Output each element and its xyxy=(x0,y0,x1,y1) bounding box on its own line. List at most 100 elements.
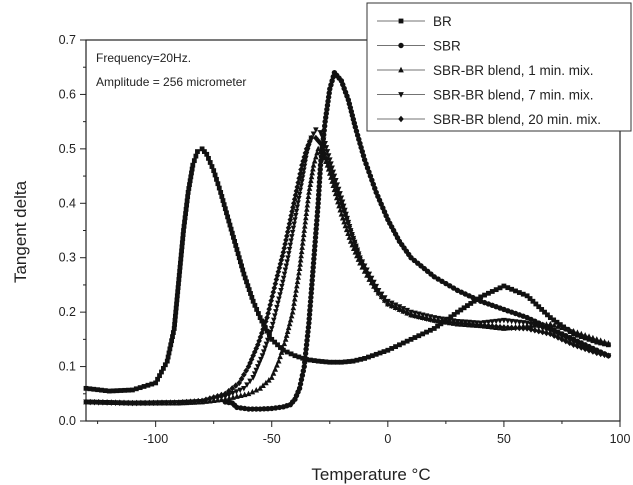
x-tick-label: -100 xyxy=(143,432,168,446)
data-point xyxy=(241,371,247,378)
data-point xyxy=(299,240,306,246)
data-point xyxy=(162,362,168,368)
data-point xyxy=(321,127,327,134)
data-point xyxy=(370,181,377,187)
data-point xyxy=(121,399,127,407)
data-point xyxy=(272,366,279,372)
data-point xyxy=(149,381,155,387)
data-point xyxy=(154,399,161,406)
data-point xyxy=(372,185,378,192)
data-point xyxy=(605,339,612,346)
data-point xyxy=(262,325,268,331)
data-point xyxy=(277,292,283,298)
data-point xyxy=(308,294,314,301)
data-point xyxy=(359,258,365,265)
data-point xyxy=(313,221,320,228)
data-point xyxy=(296,265,303,271)
data-point xyxy=(497,318,503,324)
data-point xyxy=(350,358,356,364)
data-point xyxy=(594,339,600,345)
data-point xyxy=(388,302,395,309)
data-point xyxy=(173,309,179,315)
data-point xyxy=(309,277,315,283)
data-point xyxy=(283,332,290,338)
data-point xyxy=(176,273,182,278)
data-point xyxy=(561,324,567,330)
data-point xyxy=(331,359,337,365)
data-point xyxy=(593,336,600,342)
data-point xyxy=(307,307,313,313)
data-point xyxy=(311,256,317,262)
data-point xyxy=(578,334,584,340)
y-tick-label: 0.1 xyxy=(59,360,76,374)
data-point xyxy=(294,204,301,211)
data-point xyxy=(520,325,527,332)
data-point xyxy=(245,406,252,412)
data-point xyxy=(431,317,438,324)
data-point xyxy=(571,331,576,337)
data-point xyxy=(439,318,445,325)
data-point xyxy=(238,375,245,383)
data-point xyxy=(304,206,310,212)
data-point xyxy=(317,175,323,181)
data-point xyxy=(446,318,453,326)
data-point xyxy=(308,134,315,142)
data-point xyxy=(268,374,275,380)
data-point xyxy=(212,172,218,178)
data-point xyxy=(150,399,157,406)
data-point xyxy=(315,200,321,206)
data-point xyxy=(122,387,128,393)
data-point xyxy=(354,246,361,254)
y-tick-label: 0.6 xyxy=(59,87,76,101)
data-point xyxy=(509,286,515,292)
data-point xyxy=(443,318,449,325)
data-point xyxy=(337,195,343,203)
data-point xyxy=(323,155,330,163)
data-point xyxy=(448,314,454,320)
data-point xyxy=(364,269,371,277)
data-point xyxy=(306,311,313,318)
data-point xyxy=(601,338,608,345)
data-point xyxy=(146,399,153,407)
data-point xyxy=(346,223,353,230)
data-point xyxy=(341,207,347,215)
data-point xyxy=(427,316,434,323)
data-point xyxy=(280,344,286,351)
data-point xyxy=(319,359,325,364)
data-point xyxy=(312,243,318,249)
data-point xyxy=(315,358,321,364)
legend-label: SBR xyxy=(433,39,461,54)
data-point xyxy=(393,344,398,350)
data-point xyxy=(485,319,492,326)
data-point xyxy=(259,318,265,324)
data-point xyxy=(300,368,307,374)
data-point xyxy=(385,347,391,353)
data-point xyxy=(435,323,440,329)
data-point xyxy=(180,236,186,242)
data-point xyxy=(586,333,592,340)
data-point xyxy=(232,382,239,389)
data-point xyxy=(347,227,354,234)
data-point xyxy=(356,136,362,143)
data-point xyxy=(286,320,293,327)
data-point xyxy=(308,177,314,184)
data-point xyxy=(231,234,236,240)
data-point xyxy=(204,151,210,157)
data-point xyxy=(362,356,368,361)
data-point xyxy=(284,259,290,265)
data-point xyxy=(176,399,182,406)
data-point xyxy=(273,276,280,283)
data-point xyxy=(106,388,112,394)
data-point xyxy=(225,387,232,395)
series-1 xyxy=(83,146,611,394)
series-5 xyxy=(83,134,612,407)
data-point xyxy=(280,275,287,282)
data-point xyxy=(269,321,276,328)
data-point xyxy=(241,271,247,277)
data-point xyxy=(304,201,311,208)
data-point xyxy=(298,166,304,173)
data-point xyxy=(272,339,278,345)
data-point xyxy=(458,320,465,327)
data-point xyxy=(524,325,530,332)
data-point xyxy=(278,349,285,355)
